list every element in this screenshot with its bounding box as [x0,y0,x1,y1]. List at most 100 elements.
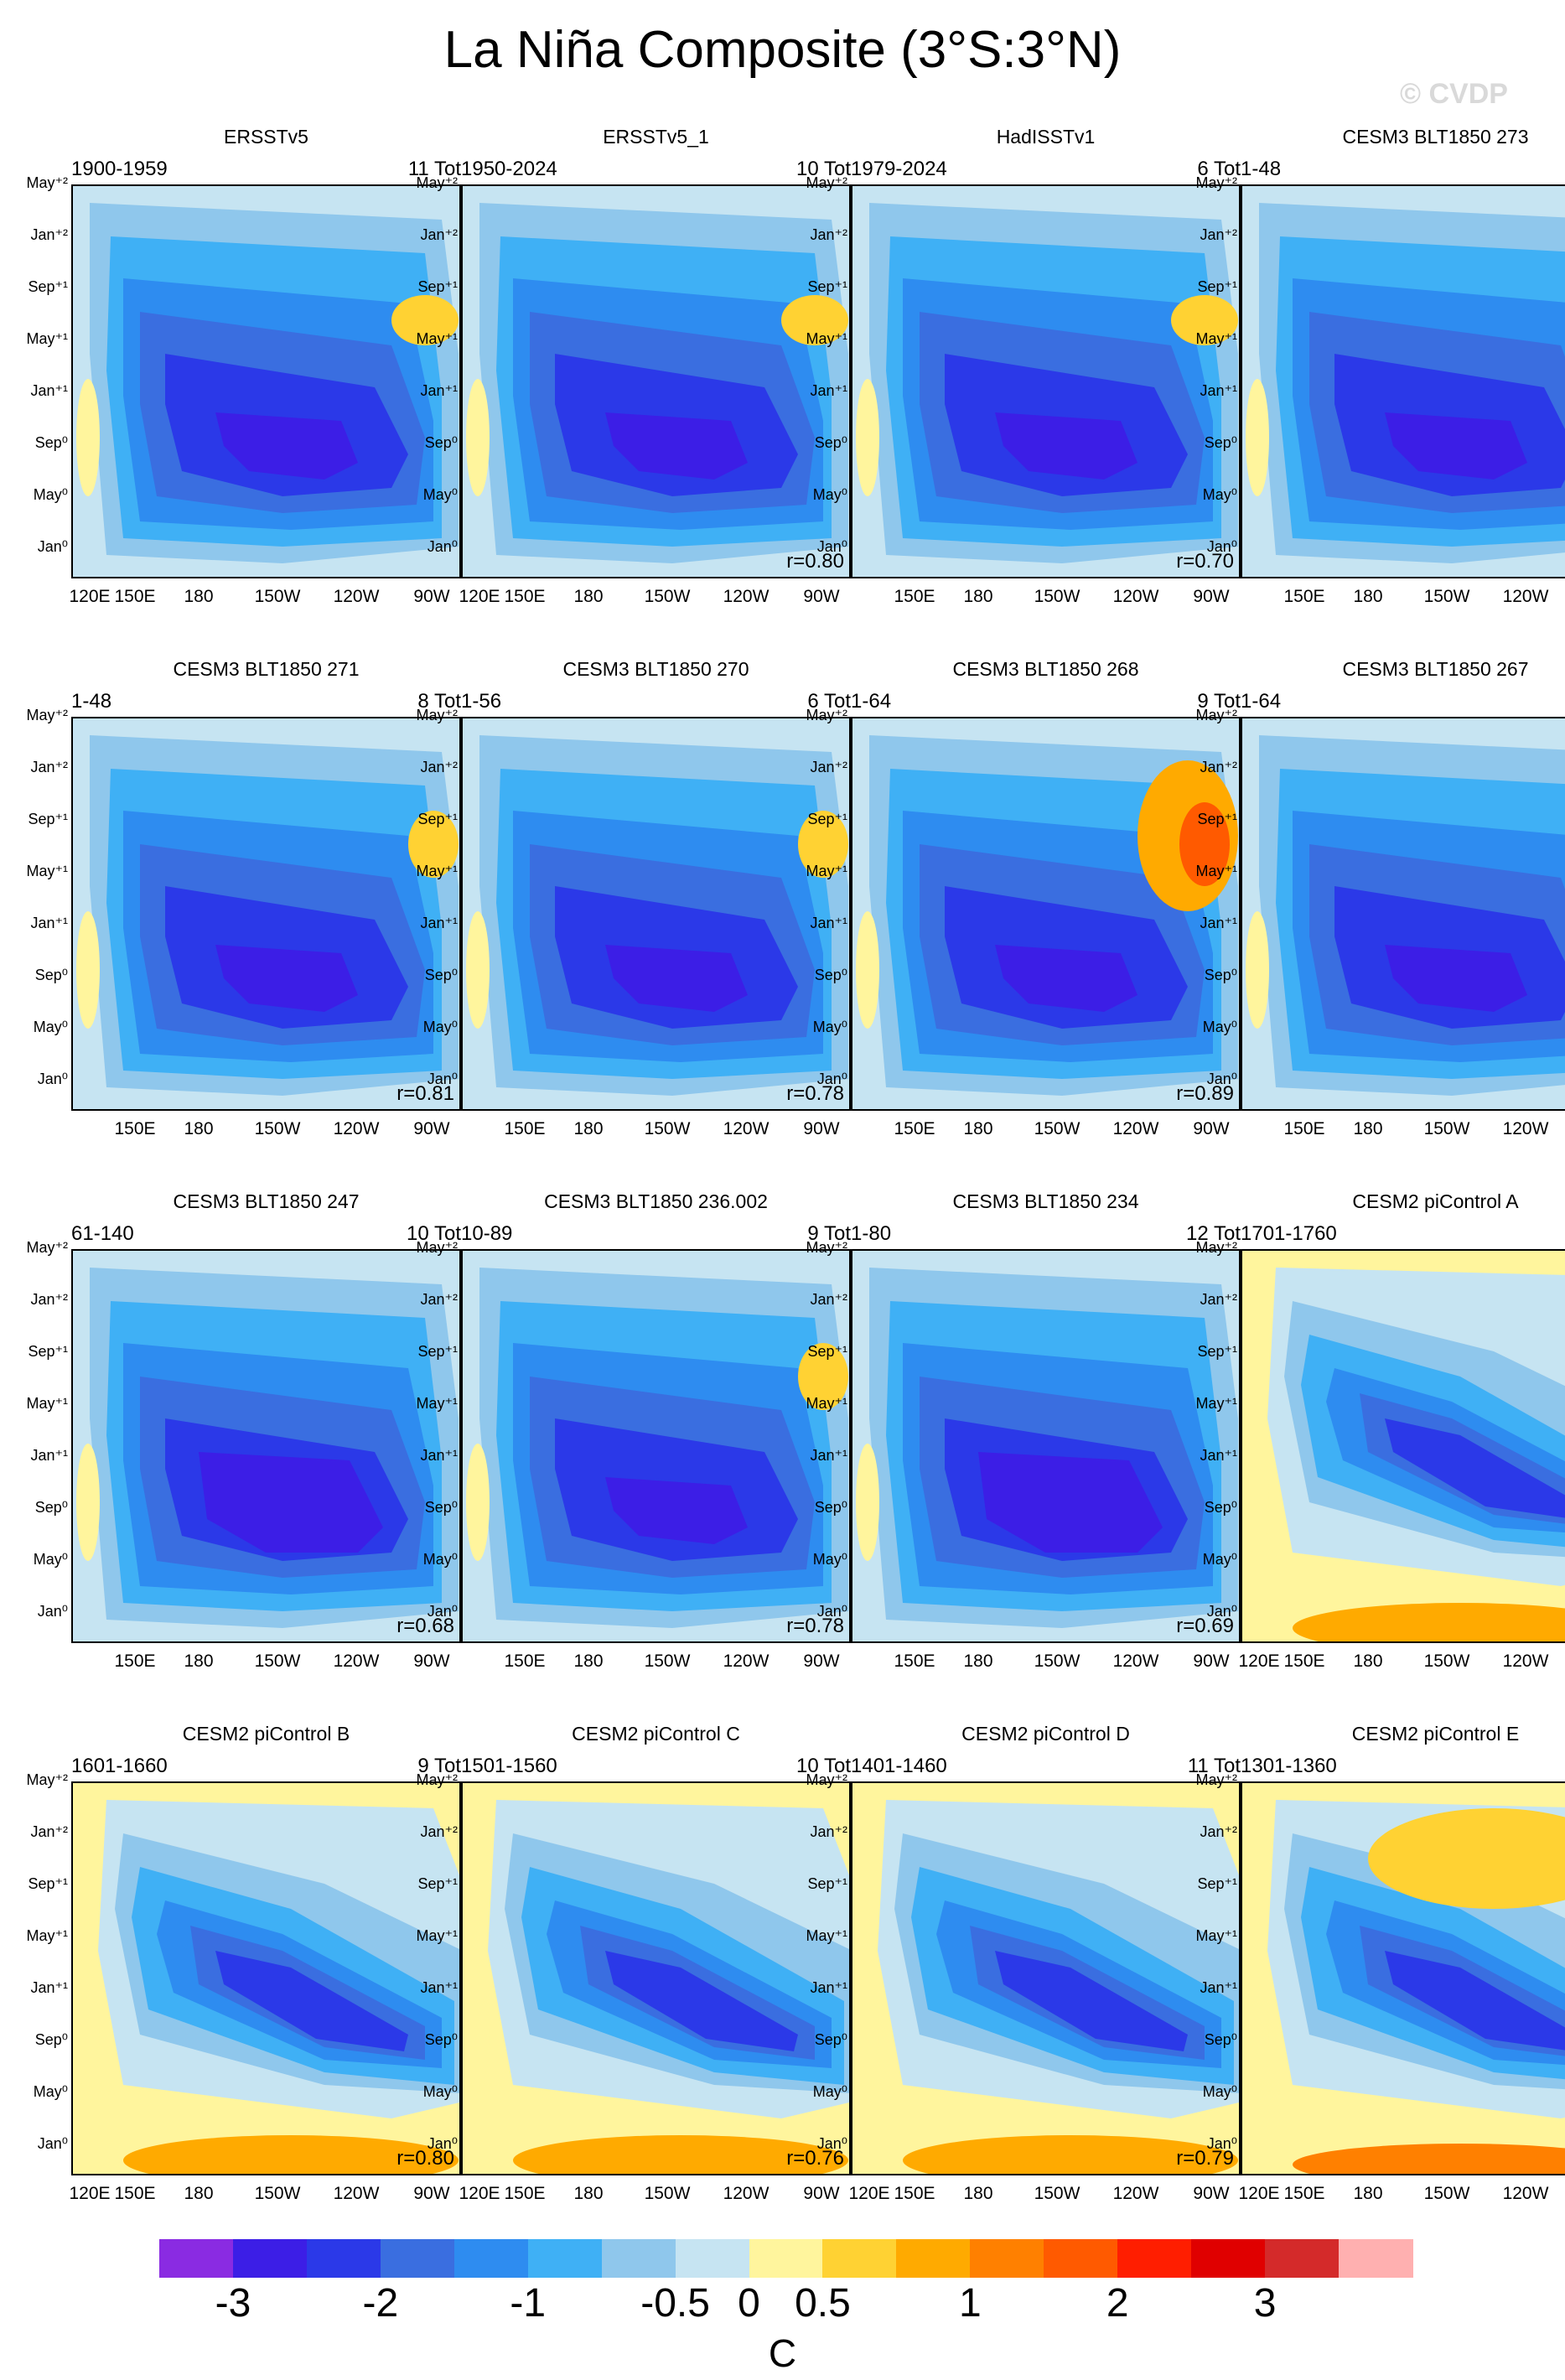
colorbar-label: -3 [215,2281,251,2326]
contour-map [463,1251,849,1641]
y-tick-label: Jan⁰ [1206,1603,1237,1620]
y-tick-label: Jan⁺¹ [30,1979,68,1996]
x-tick-label: 150E [114,2184,156,2203]
y-tick-label: Sep⁺¹ [417,278,458,295]
contour-map [463,718,849,1109]
contour-map [73,718,459,1109]
y-tick-label: May⁰ [1202,1551,1237,1568]
y-tick-label: Jan⁺² [420,1291,458,1308]
y-tick-label: May⁰ [1202,2083,1237,2100]
y-tick-label: Sep⁰ [34,2031,68,2048]
x-tick-label: 150E [1283,1119,1325,1138]
panel: CESM3 BLT1850 234 1-80 12 Tot r=0.69 May⁺² Ja… [806,1182,1241,1719]
y-tick-label: May⁰ [1202,1019,1237,1035]
x-tick-label: 150E [1283,1651,1325,1671]
y-tick-label: May⁺¹ [26,1395,69,1412]
y-tick-label: Jan⁰ [37,1071,68,1087]
contour-map [1242,186,1565,577]
contour-fill-5 [995,412,1137,480]
panel-title: CESM2 piControl C [572,1723,740,1745]
warm-patch-northeast [781,295,848,345]
x-tick-label: 150W [1423,2184,1470,2203]
x-tick-label: 120W [1502,1651,1549,1671]
x-tick-label: 180 [573,587,604,606]
y-tick-label: May⁺² [806,1239,848,1256]
y-tick-label: Jan⁺² [1200,759,1237,775]
y-tick-label: Jan⁰ [427,2135,458,2152]
contour-map [463,1783,849,2174]
contour-fill-5 [215,412,358,480]
colorbar-swatch [601,2239,676,2278]
x-tick-label: 120W [1112,2184,1159,2203]
y-tick-label: Sep⁰ [1204,1499,1237,1516]
panel-event-count: 10 Tot [407,1222,461,1245]
colorbar-swatch [1339,2239,1413,2278]
y-tick-label: May⁰ [812,1019,847,1035]
y-tick-label: May⁺² [416,707,459,723]
y-tick-label: Jan⁺² [30,1823,68,1840]
panel-title: CESM3 BLT1850 236.002 [544,1190,768,1212]
warm-patch-northeast [408,811,459,878]
x-tick-label: 180 [184,1651,214,1671]
y-tick-label: May⁺¹ [416,330,459,347]
colorbar-swatch [749,2239,824,2278]
x-tick-label: 90W [413,1651,450,1671]
x-tick-label: 150E [894,2184,935,2203]
contour-fill-5 [215,1951,408,2051]
y-tick-label: May⁺¹ [26,330,69,347]
warm-patch-south [123,2135,459,2174]
panel: CESM3 BLT1850 236.002 10-89 9 Tot r=0.78 May… [417,1182,851,1719]
y-tick-label: May⁺¹ [806,863,848,879]
contour-map [1242,1783,1565,2174]
hovmoller-plot: r=0.69 [851,1249,1241,1643]
contour-map [73,1251,459,1641]
x-tick-label: 150E [504,1119,546,1138]
panel-years: 1-48 [71,690,112,713]
x-tick-label: 150W [644,587,691,606]
hovmoller-plot: r=0.78 [1241,184,1565,578]
y-tick-label: May⁺¹ [1195,863,1238,879]
colorbar-swatch [1044,2239,1119,2278]
x-tick-label: 150W [254,2184,301,2203]
colorbar-label: 1 [958,2281,982,2326]
panel-years: 61-140 [71,1222,134,1245]
y-tick-label: May⁺¹ [1195,1927,1238,1944]
warm-patch-west [466,911,490,1029]
x-tick-label: 90W [1193,1119,1230,1138]
panel: ERSSTv5 1900-1959 11 Tot May⁺² Jan⁺² Sep⁺¹ May… [27,117,461,654]
y-tick-label: May⁺² [1195,174,1238,191]
y-tick-label: Jan⁺¹ [30,915,68,931]
x-tick-label: 90W [803,2184,840,2203]
x-tick-label: 180 [963,2184,993,2203]
warm-patch-west [76,1976,100,2093]
y-tick-label: Sep⁰ [34,1499,68,1516]
x-tick-label: 90W [1193,2184,1230,2203]
y-tick-label: Sep⁺¹ [417,1875,458,1892]
y-tick-label: Sep⁺¹ [1197,278,1237,295]
x-tick-label: 150W [1423,1119,1470,1138]
colorbar-label: -0.5 [640,2281,710,2326]
y-tick-label: May⁰ [422,2083,458,2100]
x-tick-label: 150E [894,587,935,606]
hovmoller-plot: r=0.78 [461,1249,851,1643]
y-tick-label: Jan⁰ [816,538,847,555]
y-tick-label: Jan⁺² [1200,1291,1237,1308]
x-tick-label: 90W [413,1119,450,1138]
x-tick-label: 120W [1112,1651,1159,1671]
contour-map [852,718,1239,1109]
x-tick-label: 120E [1238,2184,1280,2203]
y-tick-label: May⁰ [812,1551,847,1568]
pattern-correlation: r=0.69 [1176,1615,1234,1637]
pattern-correlation: r=0.70 [1176,550,1234,573]
x-tick-label: 120W [723,587,770,606]
warm-core-northeast [1179,802,1230,886]
panel-years: 1601-1660 [71,1755,168,1777]
y-tick-label: Jan⁺¹ [810,1447,847,1464]
y-tick-label: Jan⁺¹ [30,1447,68,1464]
y-tick-label: Jan⁺² [30,226,68,243]
hovmoller-plot: r=0.80 [71,1781,461,2175]
y-tick-label: Jan⁰ [427,1603,458,1620]
y-tick-label: Sep⁰ [814,2031,847,2048]
warm-patch-south [1293,1603,1565,1641]
y-tick-label: May⁺² [26,707,69,723]
